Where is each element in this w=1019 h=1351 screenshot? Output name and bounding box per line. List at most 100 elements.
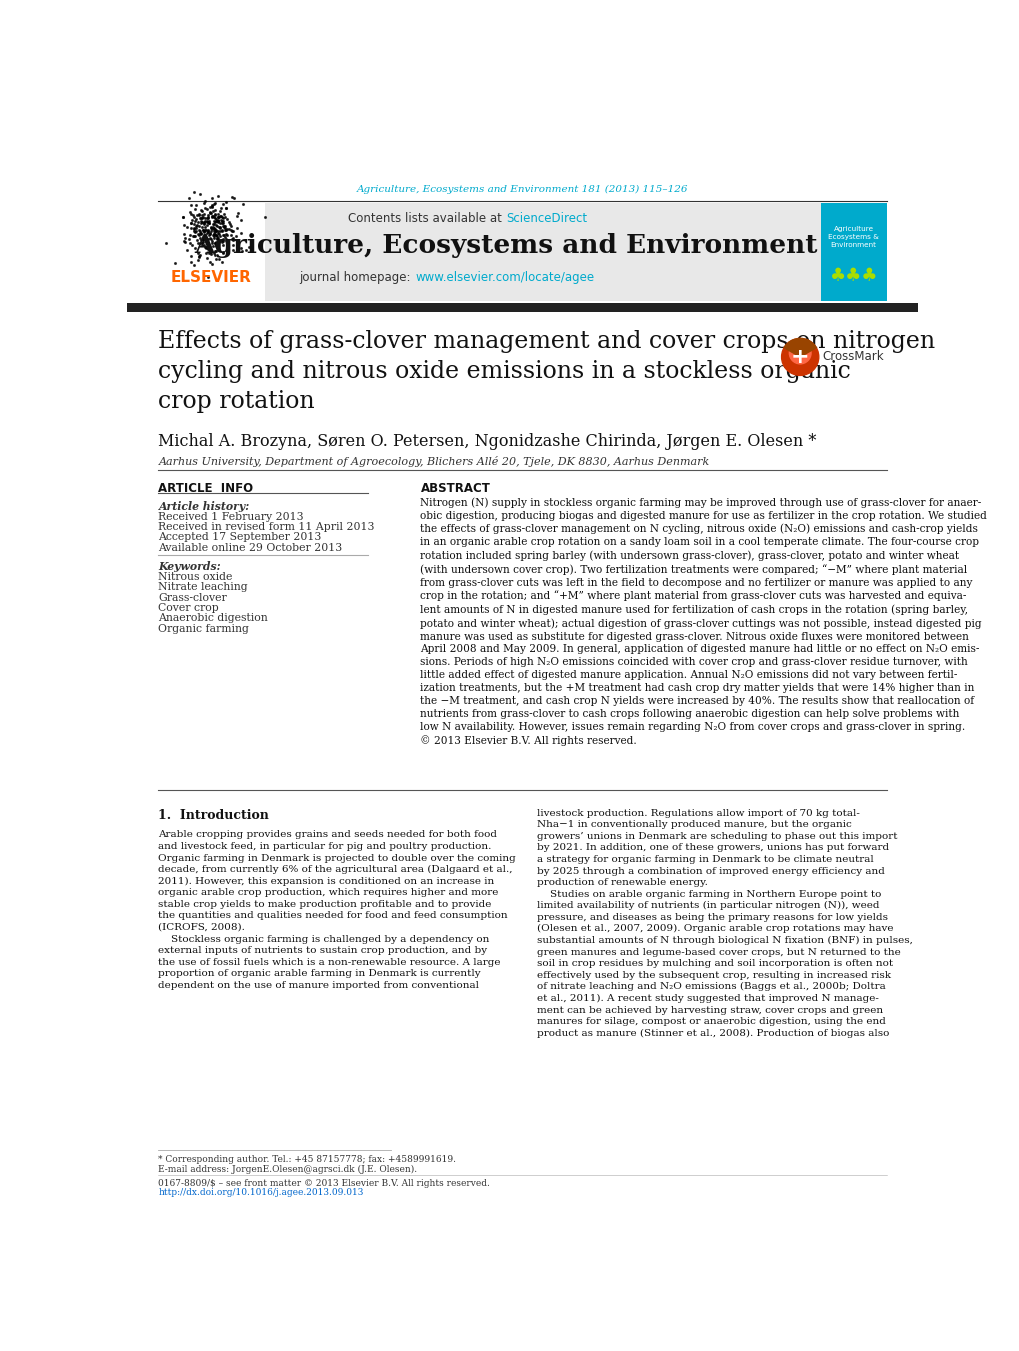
Point [208, 240, 224, 262]
Point [216, 218, 232, 239]
Point [223, 219, 239, 240]
Point [200, 204, 216, 226]
Point [195, 231, 211, 253]
Point [219, 238, 235, 259]
Point [180, 228, 197, 250]
Point [208, 249, 224, 270]
Point [185, 213, 202, 235]
Text: ARTICLE  INFO: ARTICLE INFO [158, 482, 254, 496]
Point [204, 205, 220, 227]
Point [185, 254, 202, 276]
Point [207, 203, 223, 224]
Point [210, 209, 226, 231]
Point [203, 218, 219, 239]
Point [217, 228, 233, 250]
Point [197, 228, 213, 250]
Point [220, 212, 236, 234]
Point [189, 215, 205, 236]
Point [197, 207, 213, 228]
Point [216, 224, 232, 246]
Point [196, 222, 212, 243]
Point [189, 208, 205, 230]
Point [186, 220, 203, 242]
Point [174, 205, 191, 227]
Point [185, 220, 202, 242]
Point [223, 186, 239, 208]
Point [201, 243, 217, 265]
Point [214, 212, 230, 234]
Point [199, 197, 215, 219]
Text: ELSEVIER: ELSEVIER [170, 270, 252, 285]
Point [194, 204, 210, 226]
Point [206, 213, 222, 235]
Point [216, 207, 232, 228]
Text: www.elsevier.com/locate/agee: www.elsevier.com/locate/agee [415, 272, 594, 284]
Point [191, 203, 207, 224]
Point [199, 211, 215, 232]
Point [225, 239, 242, 261]
Point [187, 220, 204, 242]
Point [186, 211, 203, 232]
Point [186, 181, 203, 203]
Point [218, 197, 234, 219]
Point [203, 201, 219, 223]
Point [178, 239, 195, 261]
Point [193, 228, 209, 250]
Point [211, 205, 227, 227]
Point [197, 227, 213, 249]
Point [212, 205, 228, 227]
Point [216, 204, 232, 226]
Text: journal homepage:: journal homepage: [299, 272, 414, 284]
Point [175, 223, 192, 245]
Text: Nitrogen (N) supply in stockless organic farming may be improved through use of : Nitrogen (N) supply in stockless organic… [420, 497, 986, 746]
Point [203, 243, 219, 265]
Point [213, 197, 229, 219]
Point [214, 228, 230, 250]
Point [183, 251, 200, 273]
Point [193, 212, 209, 234]
Point [196, 192, 212, 213]
Point [209, 216, 225, 238]
Point [198, 207, 214, 228]
Point [186, 236, 203, 258]
Point [203, 228, 219, 250]
Point [196, 212, 212, 234]
Point [201, 212, 217, 234]
Circle shape [781, 339, 818, 376]
Point [208, 224, 224, 246]
Point [199, 222, 215, 243]
Point [212, 205, 228, 227]
Text: Agriculture, Ecosystems and Environment 181 (2013) 115–126: Agriculture, Ecosystems and Environment … [357, 185, 688, 195]
Point [229, 231, 246, 253]
Point [225, 188, 242, 209]
Point [207, 193, 223, 215]
Point [206, 226, 222, 247]
Point [217, 219, 233, 240]
Point [190, 250, 206, 272]
Point [182, 212, 199, 234]
Point [211, 230, 227, 251]
Point [192, 232, 208, 254]
Point [218, 192, 234, 213]
Point [198, 242, 214, 263]
Point [184, 226, 201, 247]
Point [197, 209, 213, 231]
Point [185, 205, 202, 227]
Point [185, 216, 202, 238]
Point [200, 207, 216, 228]
Point [205, 200, 221, 222]
Point [208, 234, 224, 255]
Point [209, 228, 225, 250]
Point [195, 219, 211, 240]
Point [193, 211, 209, 232]
Text: * Corresponding author. Tel.: +45 87157778; fax: +4589991619.: * Corresponding author. Tel.: +45 871577… [158, 1155, 457, 1165]
Point [192, 208, 208, 230]
Text: Michal A. Brozyna, Søren O. Petersen, Ngonidzashe Chirinda, Jørgen E. Olesen *: Michal A. Brozyna, Søren O. Petersen, Ng… [158, 434, 816, 450]
Point [210, 227, 226, 249]
Point [178, 216, 195, 238]
Text: Agriculture
Ecosystems &
Environment: Agriculture Ecosystems & Environment [827, 226, 878, 249]
Point [194, 207, 210, 228]
Point [201, 201, 217, 223]
Point [214, 230, 230, 251]
Point [200, 238, 216, 259]
